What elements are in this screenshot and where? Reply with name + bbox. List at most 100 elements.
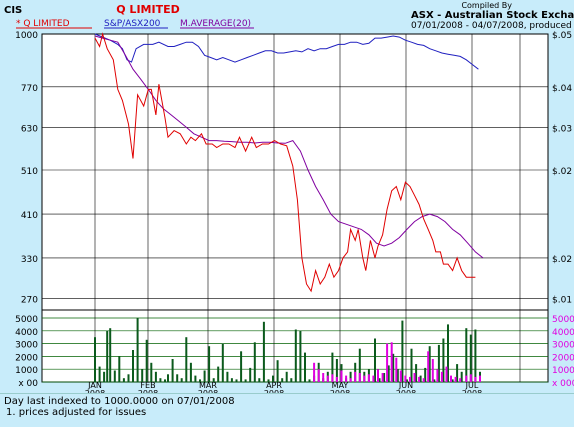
y-left-tick-label: 630 bbox=[21, 124, 38, 134]
volume-bar bbox=[180, 378, 183, 382]
volume-bar bbox=[465, 375, 468, 382]
volume-left-tick-label: 3000 bbox=[15, 341, 38, 351]
footer: Day last indexed to 1000.0000 on 07/01/2… bbox=[0, 393, 574, 427]
volume-bar bbox=[450, 375, 452, 382]
volume-bar bbox=[199, 379, 201, 382]
volume-bar bbox=[474, 376, 477, 382]
volume-bar bbox=[235, 379, 238, 382]
volume-bar bbox=[454, 376, 457, 382]
volume-bar bbox=[474, 329, 477, 382]
volume-bar bbox=[103, 371, 106, 382]
volume-bar bbox=[230, 378, 233, 382]
volume-bar bbox=[118, 356, 121, 382]
footer-line-2: 1. prices adjusted for issues bbox=[6, 407, 147, 418]
volume-bar bbox=[106, 330, 109, 382]
x-tick-month-label: MAR bbox=[199, 381, 217, 390]
company-title: Q LIMITED bbox=[116, 3, 179, 16]
volume-bar bbox=[419, 375, 422, 382]
compiled-by-label: Compiled By bbox=[461, 1, 512, 10]
volume-bar bbox=[285, 371, 288, 382]
volume-bar bbox=[377, 369, 379, 382]
date-range-label: 07/01/2008 - 04/07/2008, produced bbox=[411, 21, 572, 31]
volume-bar bbox=[401, 320, 404, 382]
volume-bar bbox=[221, 343, 224, 382]
volume-bar bbox=[109, 328, 112, 382]
volume-bar bbox=[317, 369, 320, 382]
y-right-tick-label: $.02 bbox=[552, 167, 572, 177]
volume-bar bbox=[154, 371, 157, 382]
volume-bar bbox=[424, 367, 427, 382]
volume-bar bbox=[445, 366, 448, 382]
y-left-tick-label: 770 bbox=[21, 84, 38, 94]
volume-bar bbox=[132, 350, 134, 382]
volume-left-tick-label: 1000 bbox=[15, 366, 38, 376]
volume-bar bbox=[127, 374, 130, 382]
volume-bar bbox=[290, 378, 293, 382]
volume-bar bbox=[469, 374, 472, 382]
volume-bar bbox=[395, 357, 398, 382]
volume-bar bbox=[240, 351, 243, 382]
volume-right-tick-label: 2000 bbox=[552, 353, 574, 363]
volume-bar bbox=[189, 362, 192, 382]
volume-bar bbox=[276, 360, 279, 382]
footer-line-1: Day last indexed to 1000.0000 on 07/01/2… bbox=[4, 396, 235, 407]
y-left-tick-label: 510 bbox=[21, 167, 38, 177]
volume-bar bbox=[267, 379, 270, 382]
volume-bar bbox=[164, 379, 166, 382]
y-right-tick-label: $.05 bbox=[552, 31, 572, 41]
x-tick-month-label: JAN bbox=[87, 381, 102, 390]
volume-bar bbox=[409, 376, 411, 382]
volume-bar bbox=[456, 364, 459, 382]
volume-bar bbox=[340, 370, 343, 382]
volume-left-tick-label: 4000 bbox=[15, 328, 38, 338]
volume-right-tick-label: 3000 bbox=[552, 341, 574, 351]
volume-left-tick-label: 5000 bbox=[15, 315, 38, 325]
x-tick-month-label: MAY bbox=[332, 381, 349, 390]
volume-bar bbox=[381, 373, 384, 382]
volume-bar bbox=[399, 370, 402, 382]
volume-bar bbox=[418, 376, 421, 382]
volume-bar bbox=[313, 362, 316, 382]
volume-bar bbox=[145, 339, 148, 382]
source-label: ASX - Australian Stock Exchange bbox=[411, 10, 574, 21]
y-right-tick-label: $.03 bbox=[552, 124, 572, 134]
volume-bar bbox=[428, 346, 431, 382]
series-line-q-limited bbox=[94, 32, 476, 293]
volume-bar bbox=[122, 378, 125, 382]
volume-bar bbox=[392, 353, 395, 382]
y-left-tick-label: 270 bbox=[21, 295, 38, 305]
volume-bar bbox=[431, 359, 434, 382]
volume-bar bbox=[150, 362, 153, 382]
volume-bar bbox=[331, 352, 334, 382]
volume-right-tick-label: 4000 bbox=[552, 328, 574, 338]
volume-bar bbox=[304, 352, 306, 382]
volume-bar bbox=[94, 337, 96, 382]
volume-bar bbox=[358, 348, 361, 382]
volume-bar bbox=[378, 378, 381, 382]
y-right-tick-label: $.02 bbox=[552, 255, 572, 265]
y-left-tick-label: 410 bbox=[21, 211, 38, 221]
volume-bar bbox=[465, 328, 468, 382]
volume-bar bbox=[249, 367, 252, 382]
x-tick-month-label: JUN bbox=[398, 381, 413, 390]
volume-bar bbox=[176, 374, 179, 382]
legend-label-q-limited: * Q LIMITED bbox=[16, 19, 70, 29]
volume-bar bbox=[349, 378, 352, 382]
volume-bar bbox=[442, 338, 445, 382]
volume-bar bbox=[367, 374, 370, 382]
y-right-tick-label: $.01 bbox=[552, 295, 572, 305]
volume-bar bbox=[194, 375, 197, 382]
volume-bar bbox=[387, 365, 390, 382]
volume-bar bbox=[258, 378, 261, 382]
x-tick-month-label: JUL bbox=[465, 381, 479, 390]
volume-bar bbox=[335, 359, 338, 382]
volume-bar bbox=[136, 318, 139, 382]
volume-bar bbox=[437, 344, 440, 382]
volume-bar bbox=[208, 346, 211, 382]
volume-bar bbox=[253, 342, 256, 382]
volume-bar bbox=[272, 375, 274, 382]
volume-bar bbox=[415, 364, 418, 382]
volume-bar bbox=[159, 378, 162, 382]
volume-bar bbox=[335, 376, 338, 382]
volume-bar bbox=[299, 330, 302, 382]
